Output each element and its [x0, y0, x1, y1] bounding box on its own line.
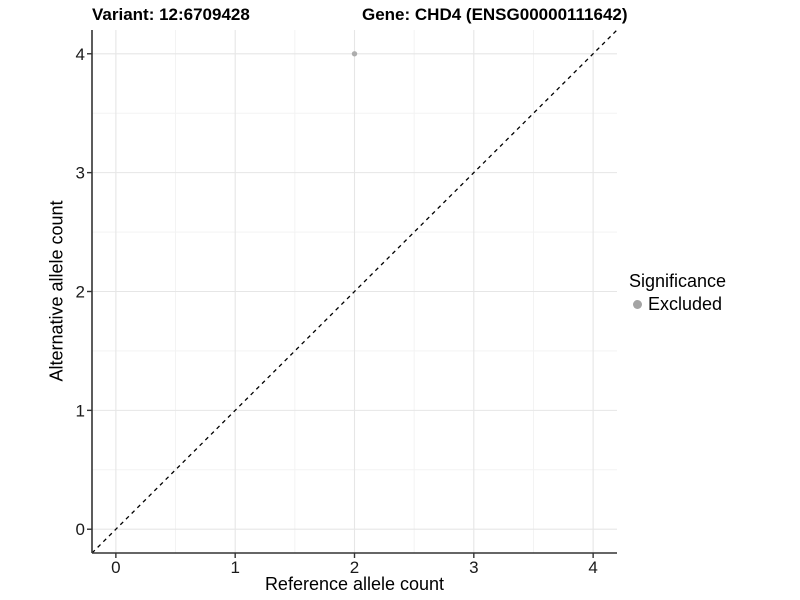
- y-tick-label: 4: [76, 45, 85, 64]
- legend-title: Significance: [629, 271, 727, 291]
- legend-item-label: Excluded: [648, 293, 723, 314]
- x-tick-label: 1: [230, 558, 239, 577]
- legend-item-excluded: Excluded: [633, 294, 726, 315]
- plot-title-gene: Gene: CHD4 (ENSG00000111642): [362, 5, 628, 24]
- y-tick-label: 2: [76, 283, 85, 302]
- y-tick-label: 0: [76, 520, 85, 539]
- data-point[interactable]: [351, 51, 358, 57]
- x-tick-label: 3: [469, 558, 478, 577]
- legend-point-icon: [633, 299, 642, 309]
- x-tick-label: 4: [588, 558, 597, 577]
- plot-title-variant: Variant: 12:6709428: [92, 5, 250, 24]
- y-tick-label: 1: [76, 401, 85, 420]
- x-axis-title: Reference allele count: [264, 574, 445, 594]
- x-tick-label: 0: [111, 558, 120, 577]
- y-axis-title: Alternative allele count: [46, 200, 67, 382]
- identity-line: [91, 29, 618, 554]
- legend: Significance Excluded: [629, 271, 726, 315]
- y-tick-label: 3: [76, 164, 85, 183]
- x-tick-label: 2: [350, 558, 359, 577]
